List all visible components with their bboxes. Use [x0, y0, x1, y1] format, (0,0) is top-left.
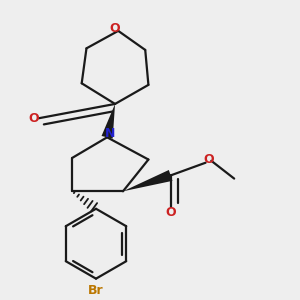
Text: O: O	[110, 22, 120, 35]
Text: N: N	[104, 127, 115, 140]
Text: O: O	[203, 153, 214, 166]
Text: O: O	[165, 206, 176, 219]
Polygon shape	[123, 170, 172, 191]
Text: O: O	[29, 112, 39, 125]
Text: Br: Br	[88, 284, 104, 297]
Polygon shape	[102, 104, 115, 139]
